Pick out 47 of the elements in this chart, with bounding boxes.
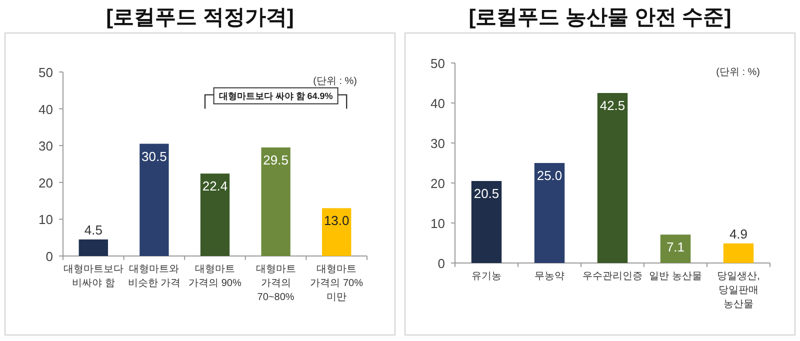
x-tick-label: 일반 농산물 [649, 271, 702, 282]
bar [597, 93, 628, 263]
y-tick-label: 40 [38, 102, 53, 117]
x-tick-label: 유기농 [472, 271, 502, 282]
bar [322, 208, 352, 256]
y-tick-label: 30 [430, 136, 445, 151]
bar [660, 234, 691, 263]
x-tick-label: 대형마트 가격의 70% 미만 [310, 264, 364, 303]
data-label: 13.0 [324, 213, 350, 228]
y-tick-label: 10 [430, 216, 445, 231]
y-tick-label: 0 [46, 249, 53, 264]
bar [471, 181, 502, 263]
bar [78, 239, 108, 256]
data-label: 7.1 [666, 240, 685, 255]
chart-title: [로컬푸드 농산물 안전 수준] [468, 6, 732, 29]
bar [534, 163, 565, 263]
y-tick-label: 20 [38, 175, 53, 190]
annotation: 대형마트보다 싸야 함 64.9% [218, 90, 333, 101]
data-label: 4.9 [729, 226, 748, 242]
x-tick-label: 무농약 [534, 271, 564, 282]
y-tick-label: 20 [430, 176, 445, 191]
data-label: 25.0 [536, 168, 562, 183]
annotation: (단위 : %) [716, 67, 760, 78]
x-tick-label: 당일생산, 당일판매 농산물 [717, 271, 760, 310]
x-tick-label: 우수관리인증 [582, 271, 642, 282]
data-label: 22.4 [202, 178, 228, 194]
annotation: (단위 : %) [313, 76, 357, 87]
bar [723, 243, 754, 263]
data-label: 30.5 [142, 148, 167, 164]
y-tick-label: 30 [38, 138, 53, 154]
x-tick-label: 대형마트와 비슷한 가격 [128, 264, 181, 289]
bar [261, 147, 290, 256]
data-label: 42.5 [600, 98, 626, 113]
data-label: 20.5 [474, 186, 500, 201]
bar [140, 144, 169, 256]
x-tick-label: 대형마트보다 비싸야 함 [63, 264, 124, 289]
y-tick-label: 0 [438, 256, 445, 271]
x-tick-label: 대형마트 가격의 90% [188, 264, 242, 289]
y-tick-label: 40 [430, 96, 445, 111]
x-tick-label: 대형마트 가격의 70~80% [256, 264, 296, 303]
y-tick-label: 10 [38, 212, 53, 228]
chart-title: [로컬푸드 적정가격] [106, 6, 294, 29]
bar [200, 174, 230, 256]
y-tick-label: 50 [38, 65, 53, 80]
data-label: 29.5 [263, 152, 288, 168]
y-tick-label: 50 [430, 56, 445, 71]
data-label: 4.5 [84, 222, 102, 238]
